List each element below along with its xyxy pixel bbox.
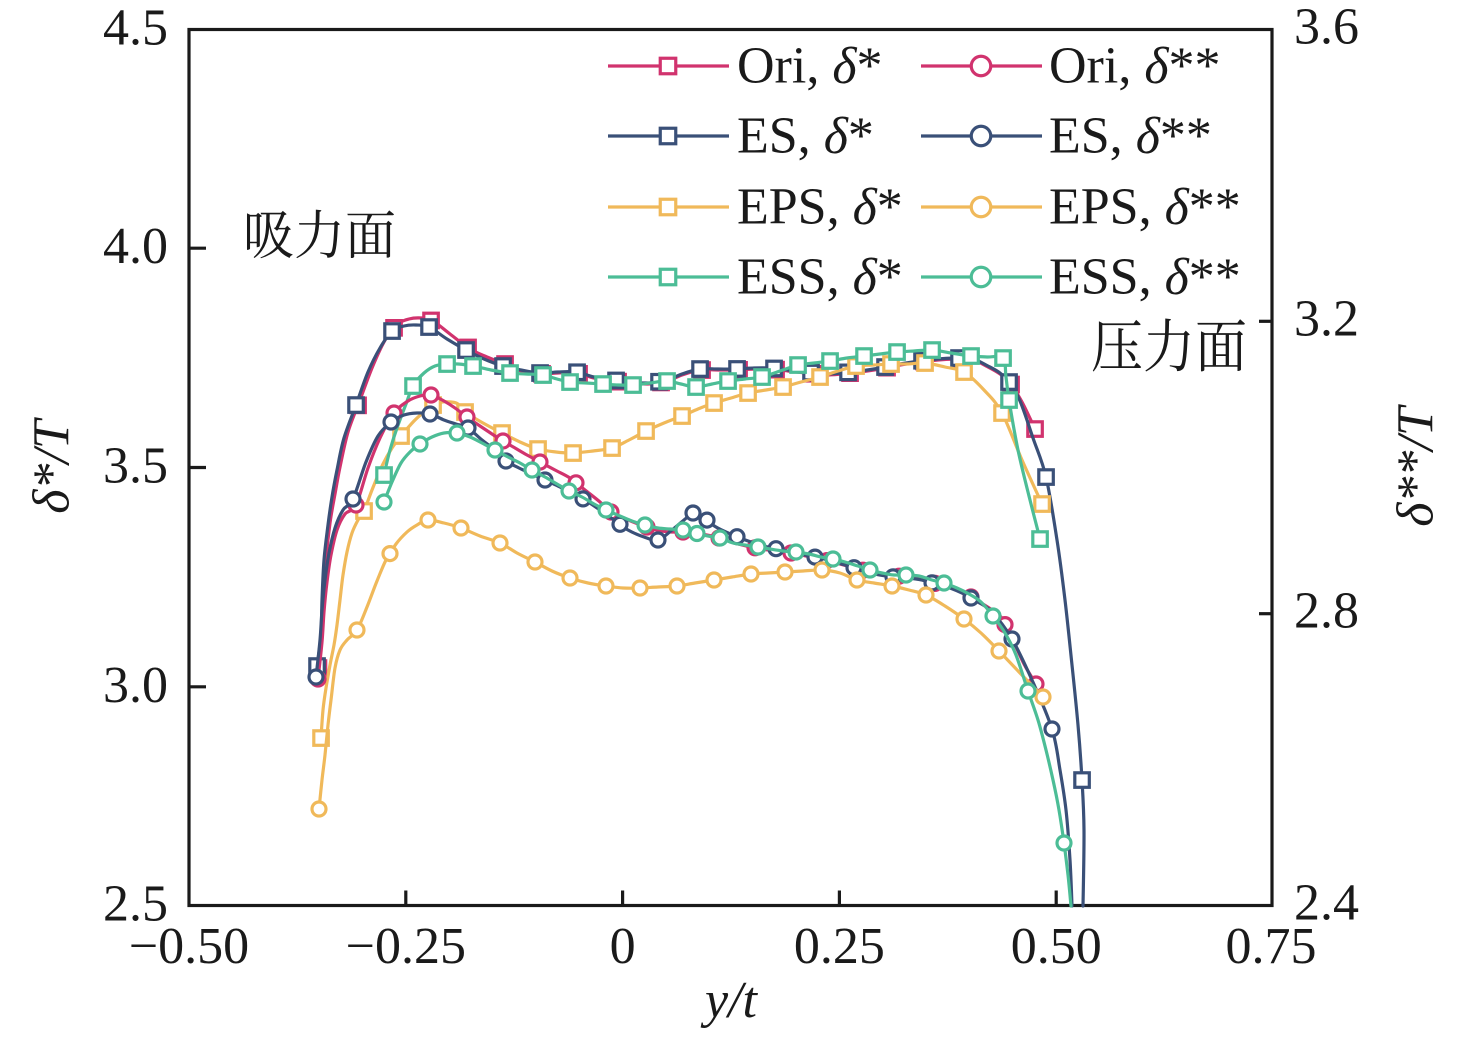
svg-text:4.0: 4.0 xyxy=(103,218,168,275)
svg-text:3.2: 3.2 xyxy=(1294,290,1359,347)
svg-text:2.4: 2.4 xyxy=(1294,875,1359,932)
svg-text:0.75: 0.75 xyxy=(1226,918,1317,975)
svg-text:3.5: 3.5 xyxy=(103,438,168,495)
svg-text:−0.50: −0.50 xyxy=(129,918,249,975)
svg-text:ES, δ*: ES, δ* xyxy=(737,108,874,165)
svg-text:3.6: 3.6 xyxy=(1294,0,1359,56)
svg-text:ES, δ**: ES, δ** xyxy=(1049,108,1212,165)
svg-text:δ*/T: δ*/T xyxy=(24,417,81,514)
svg-text:−0.25: −0.25 xyxy=(346,918,466,975)
svg-text:ESS, δ*: ESS, δ* xyxy=(737,249,903,306)
svg-text:Ori, δ**: Ori, δ** xyxy=(1049,38,1221,95)
svg-text:δ**/T: δ**/T xyxy=(1388,404,1445,527)
svg-text:y/t: y/t xyxy=(700,972,759,1029)
svg-text:0.50: 0.50 xyxy=(1011,918,1102,975)
svg-text:0.25: 0.25 xyxy=(794,918,885,975)
svg-text:EPS, δ*: EPS, δ* xyxy=(737,179,903,236)
svg-text:3.0: 3.0 xyxy=(103,657,168,714)
svg-text:2.8: 2.8 xyxy=(1294,583,1359,640)
svg-text:ESS, δ**: ESS, δ** xyxy=(1049,249,1241,306)
svg-text:EPS, δ**: EPS, δ** xyxy=(1049,179,1241,236)
svg-text:2.5: 2.5 xyxy=(103,876,168,933)
svg-text:4.5: 4.5 xyxy=(103,0,168,57)
svg-text:Ori, δ*: Ori, δ* xyxy=(737,38,883,95)
svg-text:0: 0 xyxy=(610,918,636,975)
